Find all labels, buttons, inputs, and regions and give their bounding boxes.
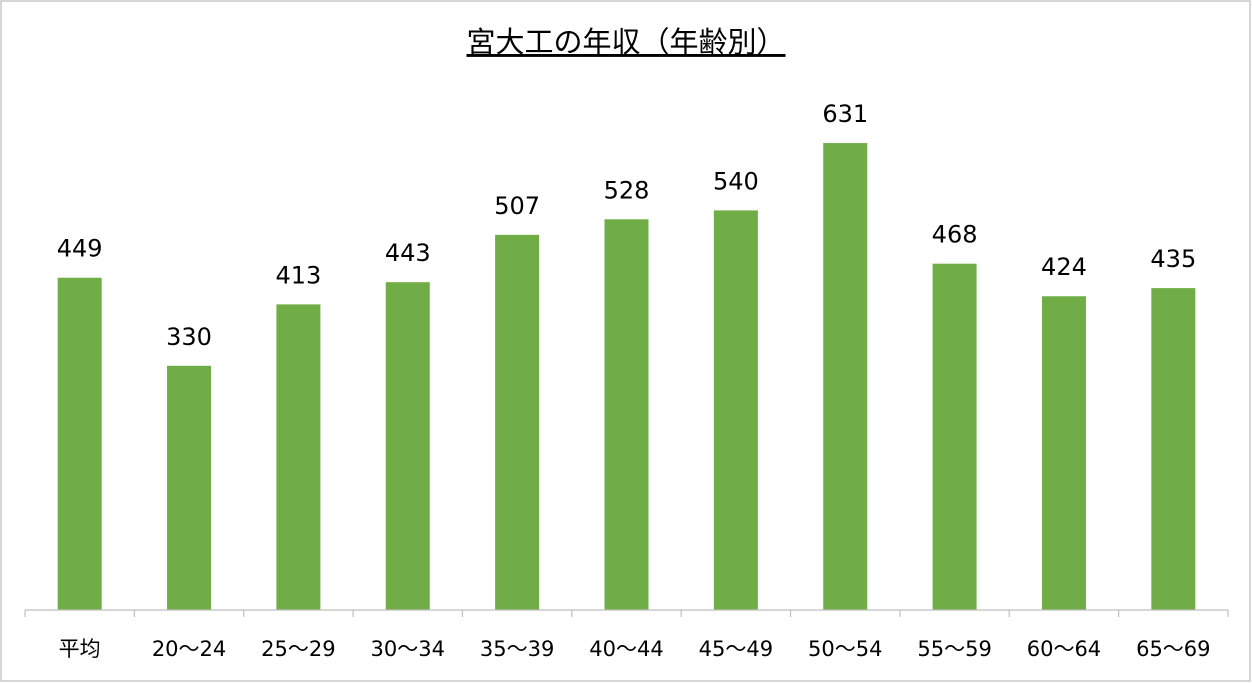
x-tick-label: 65〜69 xyxy=(1136,637,1210,661)
x-tick-label: 60〜64 xyxy=(1027,637,1101,661)
bar xyxy=(167,365,212,610)
bar xyxy=(932,263,977,610)
value-label: 468 xyxy=(932,221,978,249)
value-label: 540 xyxy=(713,167,759,195)
x-tick-label: 45〜49 xyxy=(699,637,773,661)
bar xyxy=(385,282,430,610)
bar xyxy=(276,304,321,610)
x-tick-label: 55〜59 xyxy=(917,637,991,661)
x-tick-label: 50〜54 xyxy=(808,637,882,661)
x-tick-label: 30〜34 xyxy=(371,637,445,661)
chart-title: 宮大工の年収（年齢別） xyxy=(466,25,785,59)
x-tick-label: 平均 xyxy=(59,637,101,661)
bar xyxy=(604,219,649,610)
bar xyxy=(713,210,758,610)
value-label: 443 xyxy=(385,239,431,267)
x-tick-label: 40〜44 xyxy=(589,637,663,661)
bar xyxy=(57,277,102,610)
value-label: 330 xyxy=(166,323,212,351)
bar xyxy=(823,143,868,610)
bar xyxy=(1041,296,1086,610)
x-tick-label: 20〜24 xyxy=(152,637,226,661)
value-label: 435 xyxy=(1150,245,1196,273)
value-label: 424 xyxy=(1041,253,1087,281)
bar xyxy=(495,234,540,610)
x-tick-label: 25〜29 xyxy=(261,637,335,661)
value-label: 449 xyxy=(57,235,103,263)
bar xyxy=(1151,288,1196,610)
value-label: 413 xyxy=(276,261,322,289)
value-label: 631 xyxy=(822,100,868,128)
x-tick-label: 35〜39 xyxy=(480,637,554,661)
value-label: 507 xyxy=(494,192,540,220)
value-label: 528 xyxy=(604,176,650,204)
